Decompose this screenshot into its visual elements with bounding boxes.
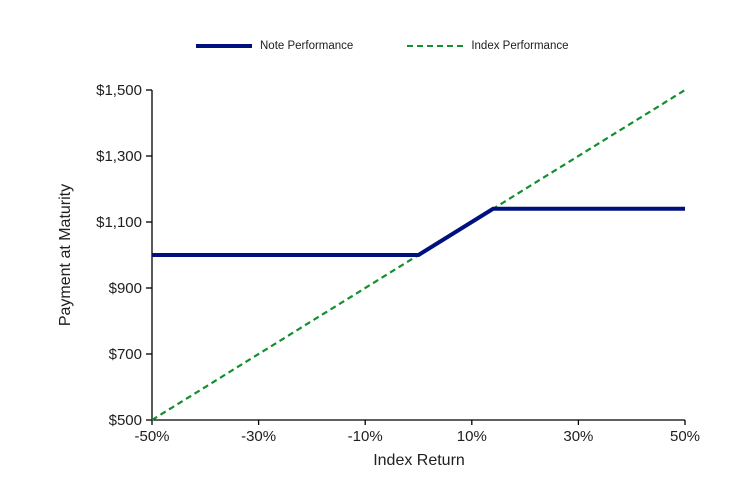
- x-axis-title: Index Return: [373, 452, 465, 469]
- legend-item-index-performance: Index Performance: [407, 40, 569, 52]
- chart-legend: Note Performance Index Performance: [196, 40, 569, 52]
- y-tick-label: $1,500: [96, 82, 142, 99]
- x-tick-label: 10%: [457, 428, 487, 445]
- series-line-note-performance: [152, 206, 685, 257]
- solid-line-swatch-note-performance: [196, 44, 252, 48]
- y-tick-label: $700: [109, 346, 142, 363]
- y-tick-label: $1,300: [96, 148, 142, 165]
- x-tick-label: -50%: [134, 428, 169, 445]
- y-tick-label: $1,100: [96, 214, 142, 231]
- x-tick-label: -10%: [348, 428, 383, 445]
- x-tick-label: 30%: [563, 428, 593, 445]
- x-tick-label: 50%: [670, 428, 700, 445]
- legend-item-note-performance: Note Performance: [196, 40, 353, 52]
- y-tick-label: $500: [109, 412, 142, 429]
- y-tick-label: $900: [109, 280, 142, 297]
- legend-label-index-performance: Index Performance: [471, 40, 569, 52]
- y-axis-title: Payment at Maturity: [57, 183, 74, 327]
- legend-label-note-performance: Note Performance: [260, 40, 354, 52]
- dashed-line-swatch-index-performance: [407, 45, 464, 47]
- x-tick-label: -30%: [241, 428, 276, 445]
